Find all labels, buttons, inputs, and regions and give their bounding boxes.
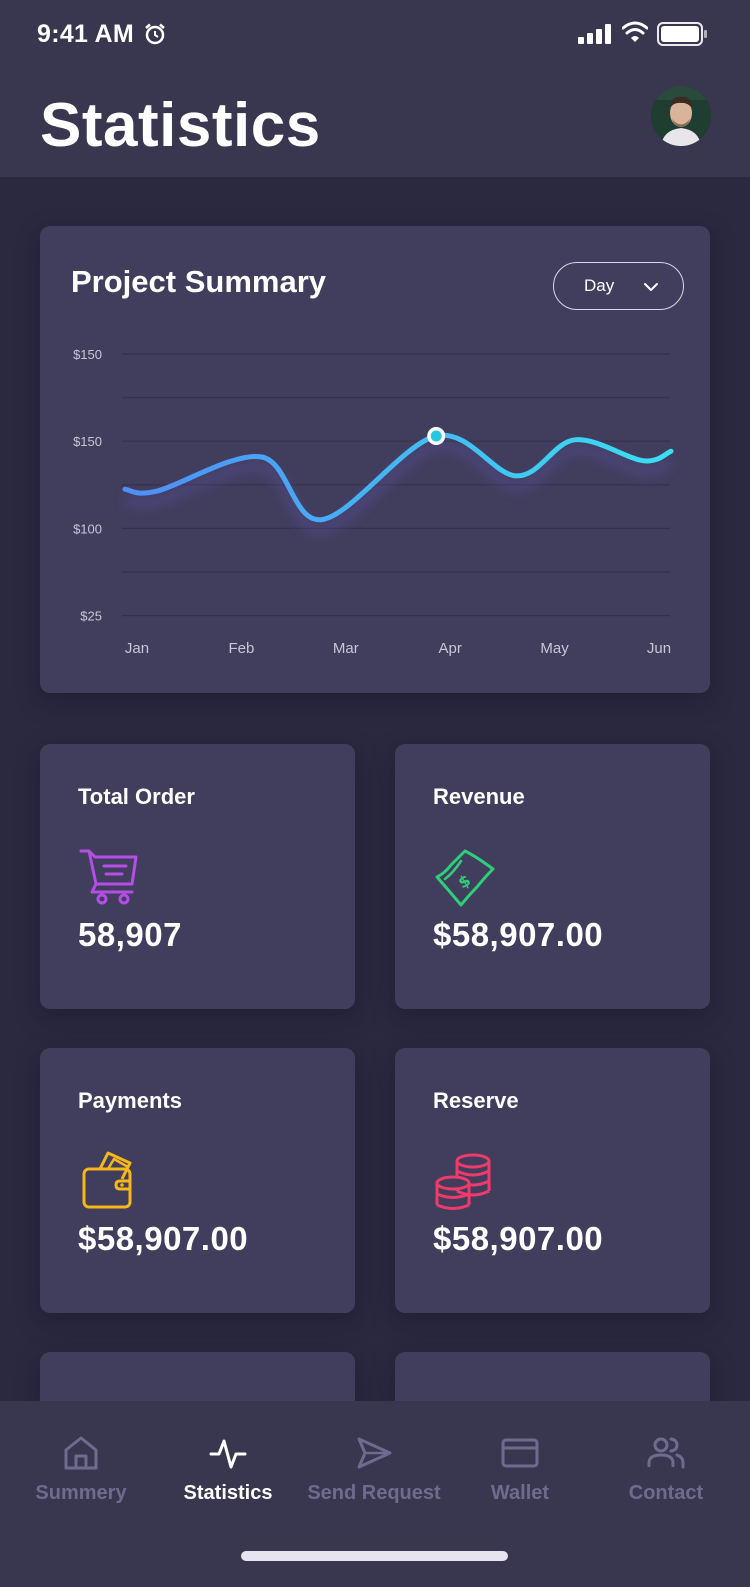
chart-x-tick-label: Feb [228,640,254,657]
status-time: 9:41 AM [37,20,135,48]
stat-card-reserve[interactable]: Reserve $58,907.00 [395,1048,710,1313]
header: 9:41 AM Statistics [0,0,750,177]
range-dropdown[interactable]: Day [553,262,684,310]
nav-label: Contact [628,1482,704,1504]
nav-item-send-request[interactable]: Send Request [299,1401,449,1511]
stat-value: $58,907.00 [433,916,604,953]
send-icon [357,1437,392,1469]
cart-icon [79,849,138,905]
card-icon [501,1438,539,1468]
battery-icon [657,22,707,46]
nav-label: Summery [35,1482,127,1504]
chart-line-shadow [124,441,673,534]
nav-label: Statistics [183,1482,273,1504]
stat-value: 58,907 [78,916,182,953]
stat-label: Payments [78,1088,182,1113]
chart-x-tick-label: Jun [647,640,671,657]
nav-label: Wallet [490,1482,550,1504]
nav-item-wallet[interactable]: Wallet [445,1401,595,1511]
chevron-down-icon [644,283,658,291]
coins-icon [435,1153,491,1210]
page-title: Statistics [40,91,321,160]
chart-x-tick-label: Mar [333,640,359,657]
wallet-icon [82,1151,132,1209]
signal-icon [578,24,611,44]
project-summary-card: Project Summary Day $150 $150 $100 $25 Jan Fe… [40,226,710,693]
nav-item-summery[interactable]: Summery [6,1401,156,1511]
activity-icon [209,1439,247,1469]
stat-label: Total Order [78,784,195,809]
stat-card-payments[interactable]: Payments $58,907.00 [40,1048,355,1313]
stat-card-revenue[interactable]: Revenue $ $58,907.00 [395,744,710,1009]
svg-text:$: $ [455,871,474,893]
stat-value: $58,907.00 [433,1220,604,1257]
range-dropdown-value: Day [584,276,615,295]
users-icon [647,1437,685,1469]
stat-value: $58,907.00 [78,1220,249,1257]
chart-y-tick-label: $150 [73,434,102,449]
chart-y-tick-label: $150 [73,347,102,362]
nav-item-statistics[interactable]: Statistics [153,1401,303,1511]
summary-title: Project Summary [71,264,326,299]
home-icon [64,1436,98,1470]
stat-label: Reserve [433,1088,519,1113]
chart-x-tick-label: Apr [439,640,462,657]
wifi-icon [622,21,648,42]
chart-x-tick-label: May [540,640,569,657]
alarm-icon [145,23,165,45]
stat-card-total-order[interactable]: Total Order 58,907 [40,744,355,1009]
money-icon: $ [435,849,495,907]
home-indicator [241,1551,508,1561]
chart-x-tick-label: Jan [125,640,149,657]
chart-highlight-point-core [430,430,442,442]
nav-item-contact[interactable]: Contact [591,1401,741,1511]
stat-label: Revenue [433,784,525,809]
chart-y-tick-label: $100 [73,521,102,536]
profile-avatar[interactable] [651,86,711,146]
chart-y-tick-label: $25 [80,609,102,624]
summary-line-chart: $150 $150 $100 $25 Jan Feb Mar Apr May Jun [73,347,674,657]
nav-label: Send Request [307,1482,441,1504]
avatar-image [651,86,711,146]
chart-series-line [122,432,674,523]
